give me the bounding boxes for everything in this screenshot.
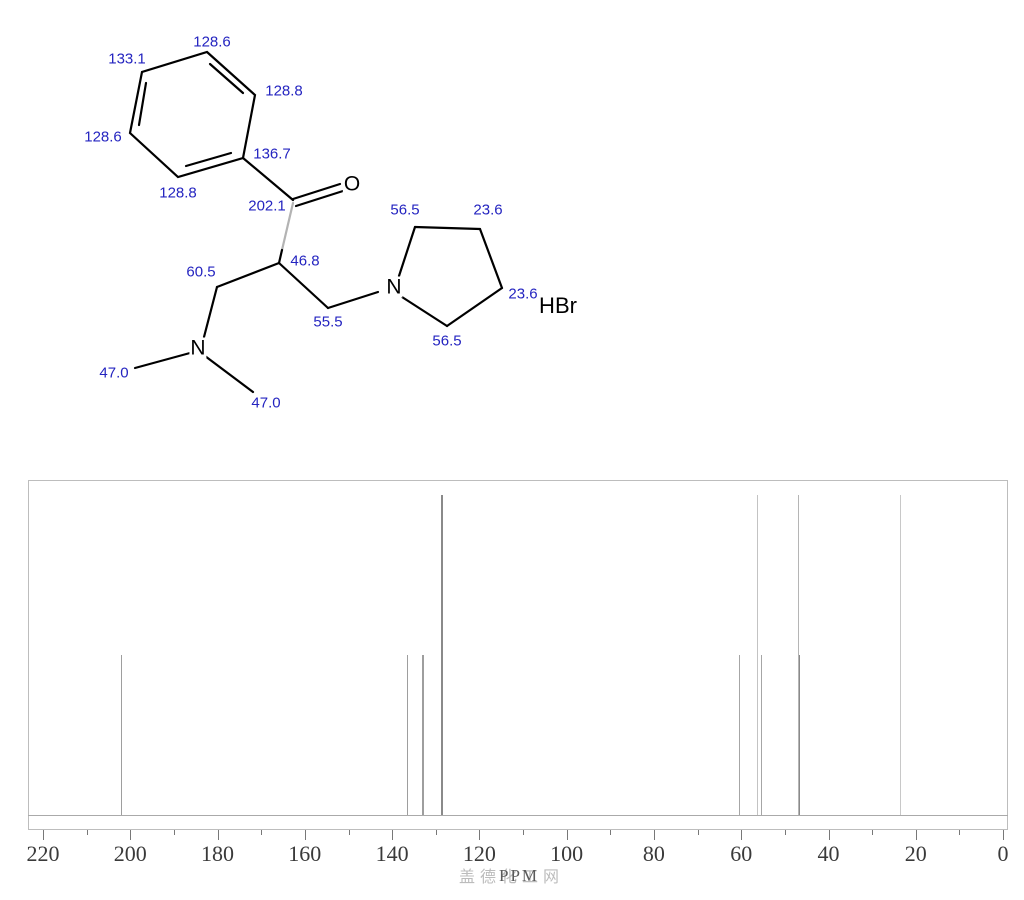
- x-axis-major-tick: [566, 830, 568, 840]
- x-axis-minor-tick: [86, 830, 88, 835]
- nmr-peak-128.8: [441, 495, 443, 815]
- spectrum-baseline: [28, 815, 1008, 816]
- x-axis-tick-label: 140: [375, 841, 409, 866]
- x-axis-major-tick: [653, 830, 655, 840]
- x-axis-tick-label: 160: [288, 841, 322, 866]
- bond: [478, 227, 504, 290]
- bond-faded: [280, 201, 295, 252]
- x-axis-major-tick: [392, 830, 394, 840]
- x-axis-minor-tick: [435, 830, 437, 835]
- chemical-shift-label: 56.5: [390, 201, 420, 219]
- nmr-peak-60.5: [739, 655, 741, 815]
- hbr-counterion-label: HBr: [539, 293, 577, 318]
- bond-skeleton: [128, 50, 504, 394]
- chemical-shift-label: 46.8: [290, 252, 320, 270]
- watermark-text: 盖德化工网: [459, 867, 565, 886]
- x-axis-minor-tick: [610, 830, 612, 835]
- bond: [445, 286, 504, 328]
- x-axis-tick-label: 220: [26, 841, 60, 866]
- chemical-shift-label: 202.1: [248, 197, 286, 215]
- double-bond: [137, 81, 148, 127]
- double-bond: [184, 151, 233, 168]
- x-axis-major-tick: [915, 830, 917, 840]
- benzene-ring: [128, 50, 257, 179]
- x-axis-minor-tick: [348, 830, 350, 835]
- nmr-peak-128.6: [441, 495, 444, 815]
- x-axis-minor-tick: [697, 830, 699, 835]
- x-axis-tick-label: 80: [642, 841, 665, 866]
- bond: [241, 156, 295, 202]
- nmr-peak-56.5: [756, 495, 758, 815]
- carbonyl-double-bond: [291, 182, 342, 201]
- bond: [326, 290, 380, 310]
- bond: [202, 285, 219, 339]
- chemical-shift-label: 133.1: [108, 50, 146, 68]
- chemical-shift-label: 47.0: [251, 394, 281, 412]
- carbonyl-oxygen-label: O: [342, 172, 362, 196]
- chemical-shift-label: 128.6: [193, 33, 231, 51]
- x-axis-minor-tick: [959, 830, 961, 835]
- x-axis-tick-label: 40: [817, 841, 840, 866]
- bond: [413, 225, 482, 231]
- x-axis-minor-tick: [173, 830, 175, 835]
- chemical-shift-label: 128.6: [84, 128, 122, 146]
- nmr-peak-133.1: [422, 655, 424, 815]
- bond: [277, 261, 330, 310]
- carbonyl-double-bond: [294, 189, 345, 208]
- nmr-peak-202.1: [121, 655, 123, 815]
- x-axis-major-tick: [741, 830, 743, 840]
- molecule-structure: 128.6 133.1 128.6 128.8 128.8 136.7 202.1 46.8 6…: [0, 0, 620, 460]
- chemical-shift-label: 23.6: [508, 285, 538, 303]
- nmr-peak-23.6: [900, 495, 902, 815]
- bond: [133, 351, 192, 370]
- x-axis-major-tick: [304, 830, 306, 840]
- nmr-peak-136.7: [406, 655, 408, 815]
- nmr-peak-46.8: [798, 655, 801, 815]
- pyrrolidine-nitrogen-label: N: [385, 275, 403, 299]
- chemical-shift-label: 128.8: [159, 184, 197, 202]
- x-axis-tick-label: 0: [997, 841, 1009, 866]
- x-axis-minor-tick: [784, 830, 786, 835]
- nmr-peak-47: [797, 495, 800, 815]
- x-axis-tick-label: 200: [113, 841, 147, 866]
- x-axis-tick-label: 180: [201, 841, 234, 866]
- chemical-shift-label: 136.7: [253, 145, 291, 163]
- x-axis-major-tick: [1003, 830, 1004, 840]
- x-axis-tick-label: 20: [904, 841, 927, 866]
- chemical-shift-label: 128.8: [265, 82, 303, 100]
- chemical-shift-label: 55.5: [313, 313, 343, 331]
- x-axis-minor-tick: [872, 830, 874, 835]
- bond: [277, 248, 284, 265]
- bond: [397, 225, 417, 278]
- x-axis-tick-label: 60: [730, 841, 753, 866]
- x-axis-major-tick: [217, 830, 219, 840]
- bond: [203, 354, 255, 394]
- chemical-shift-label: 23.6: [473, 201, 503, 219]
- bond: [400, 295, 449, 328]
- x-axis-tick-label: 100: [550, 841, 584, 866]
- chemical-shift-label: 47.0: [99, 364, 129, 382]
- x-axis-minor-tick: [523, 830, 524, 835]
- chemical-shift-label: 60.5: [186, 263, 216, 281]
- x-axis-minor-tick: [261, 830, 263, 835]
- x-axis-major-tick: [479, 830, 481, 840]
- double-bond: [208, 62, 245, 95]
- axis-unit-label: PPM: [499, 866, 540, 885]
- chemical-shift-label: 56.5: [432, 332, 462, 350]
- x-axis-major-tick: [130, 830, 132, 840]
- bond: [215, 261, 281, 289]
- x-axis-major-tick: [828, 830, 830, 840]
- spectrum-plot-area: [28, 480, 1008, 830]
- dimethylamino-nitrogen-label: N: [189, 336, 207, 360]
- x-axis-tick-label: 120: [462, 841, 496, 866]
- x-axis-major-tick: [43, 830, 44, 840]
- nmr-peak-55.5: [760, 655, 763, 815]
